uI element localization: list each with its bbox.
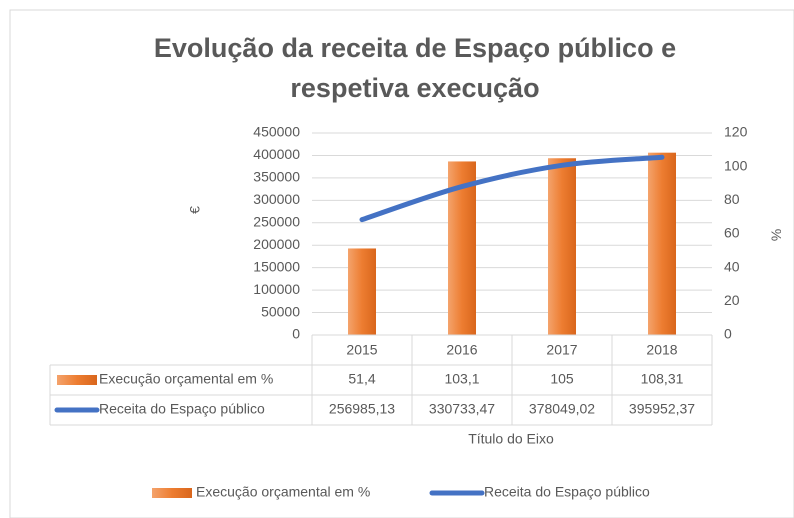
table-value: 108,31 (641, 371, 684, 387)
y-tick-label: 350000 (253, 169, 300, 185)
legend-key (152, 488, 192, 498)
bar (548, 158, 576, 335)
y2-tick-label: 80 (724, 191, 740, 207)
table-row-label: Execução orçamental em % (99, 371, 273, 387)
table-value: 51,4 (348, 371, 375, 387)
x-tick-label: 2018 (646, 342, 677, 358)
chart-title: respetiva execução (290, 73, 539, 103)
legend-label: Receita do Espaço público (484, 484, 650, 500)
table-value: 105 (550, 371, 574, 387)
y-tick-label: 150000 (253, 258, 300, 274)
y2-tick-label: 120 (724, 124, 748, 140)
y-tick-label: 100000 (253, 281, 300, 297)
y2-tick-label: 20 (724, 292, 740, 308)
y-tick-label: 250000 (253, 213, 300, 229)
y-tick-label: 450000 (253, 124, 300, 140)
x-axis-title: Título do Eixo (468, 431, 554, 447)
y-tick-label: 400000 (253, 146, 300, 162)
y2-tick-label: 100 (724, 157, 748, 173)
y2-tick-label: 40 (724, 258, 740, 274)
x-tick-label: 2017 (546, 342, 577, 358)
y-axis-title: € (187, 206, 203, 214)
table-row-label: Receita do Espaço público (99, 401, 265, 417)
table-value: 395952,37 (629, 401, 695, 417)
legend-key (57, 375, 97, 385)
line (359, 154, 665, 223)
bar (648, 152, 676, 335)
y2-tick-label: 0 (724, 326, 732, 342)
y2-tick-label: 60 (724, 225, 740, 241)
table-value: 256985,13 (329, 401, 395, 417)
legend-label: Execução orçamental em % (196, 484, 370, 500)
x-tick-label: 2015 (346, 342, 377, 358)
chart-title: Evolução da receita de Espaço público e (154, 33, 676, 63)
bar (348, 248, 376, 335)
x-tick-label: 2016 (446, 342, 477, 358)
table-value: 330733,47 (429, 401, 495, 417)
y-tick-label: 50000 (261, 303, 300, 319)
y-tick-label: 0 (292, 326, 300, 342)
y-tick-label: 300000 (253, 191, 300, 207)
table-value: 103,1 (444, 371, 479, 387)
y2-axis-title: % (768, 229, 784, 241)
y-tick-label: 200000 (253, 236, 300, 252)
table-value: 378049,02 (529, 401, 595, 417)
